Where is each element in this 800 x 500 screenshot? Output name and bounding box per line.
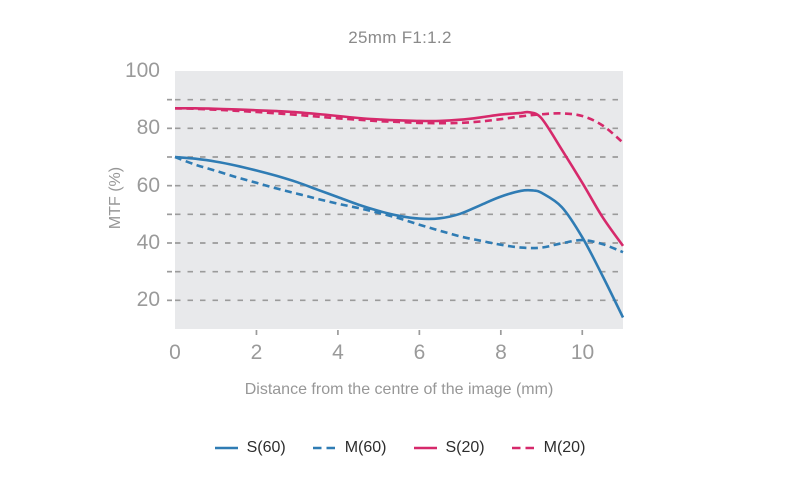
x-axis-label-8: 8	[495, 341, 507, 364]
chart-title: 25mm F1:1.2	[348, 28, 452, 47]
x-axis-label-0: 0	[169, 341, 181, 364]
y-axis-label-60: 60	[136, 174, 160, 197]
chart-legend: S(60) M(60) S(20) M(20)	[0, 439, 800, 457]
legend-label: M(60)	[344, 439, 387, 456]
x-axis-label-6: 6	[413, 341, 426, 364]
dashed-line-swatch-icon	[511, 446, 535, 450]
y-axis-title: MTF (%)	[107, 166, 124, 230]
y-axis-label-20: 20	[136, 288, 160, 311]
y-axis-label-40: 40	[136, 231, 160, 254]
legend-item-m20: M(20)	[511, 439, 586, 457]
curve-m20	[174, 107, 624, 144]
legend-label: M(20)	[543, 439, 586, 456]
solid-line-swatch-icon	[214, 446, 238, 450]
curve-s60	[174, 155, 625, 319]
legend-item-s20: S(20)	[413, 439, 485, 457]
dashed-line-swatch-icon	[312, 446, 336, 450]
x-axis-label-10: 10	[570, 341, 595, 364]
solid-line-swatch-icon	[413, 446, 437, 450]
mtf-plot	[167, 71, 625, 335]
legend-label: S(20)	[445, 439, 485, 456]
legend-item-s60: S(60)	[214, 439, 286, 457]
curve-s20	[174, 106, 625, 247]
legend-item-m60: M(60)	[312, 439, 387, 457]
y-axis-label-100: 100	[124, 59, 160, 82]
curve-m60	[174, 155, 624, 254]
legend-label: S(60)	[246, 439, 286, 456]
x-axis-title: Distance from the centre of the image (m…	[244, 381, 554, 398]
y-axis-label-80: 80	[136, 116, 160, 139]
x-axis-label-4: 4	[332, 341, 344, 364]
x-axis-label-2: 2	[250, 341, 263, 364]
